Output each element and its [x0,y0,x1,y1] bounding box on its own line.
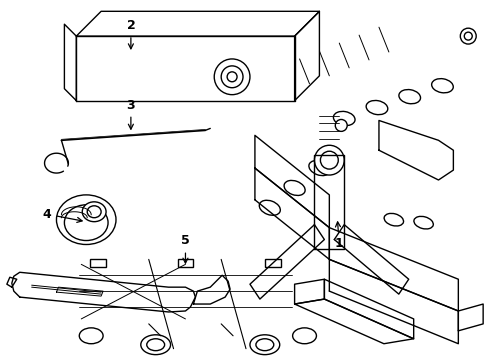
Bar [90,260,106,267]
Bar [177,260,193,267]
Circle shape [226,72,237,82]
Text: 3: 3 [126,99,135,129]
Ellipse shape [284,180,305,195]
Ellipse shape [255,339,273,351]
Circle shape [214,59,249,95]
Text: 1: 1 [334,222,343,251]
Text: 4: 4 [42,208,82,222]
Ellipse shape [384,213,403,226]
Ellipse shape [413,216,432,229]
Ellipse shape [292,328,316,344]
Ellipse shape [64,205,108,240]
Bar [264,260,280,267]
Circle shape [314,145,344,175]
Ellipse shape [333,111,354,126]
Circle shape [463,32,471,40]
Ellipse shape [146,339,164,351]
Circle shape [221,66,243,88]
Circle shape [459,28,475,44]
Text: 5: 5 [181,234,189,263]
Ellipse shape [141,335,170,355]
Ellipse shape [308,161,329,176]
Ellipse shape [398,90,420,104]
Ellipse shape [259,200,280,215]
Ellipse shape [82,202,106,222]
Text: 2: 2 [126,19,135,49]
Ellipse shape [56,195,116,244]
Circle shape [335,120,346,131]
Ellipse shape [431,78,452,93]
Ellipse shape [79,328,103,344]
Ellipse shape [249,335,279,355]
Ellipse shape [366,100,387,115]
Ellipse shape [87,206,101,218]
Circle shape [320,151,338,169]
